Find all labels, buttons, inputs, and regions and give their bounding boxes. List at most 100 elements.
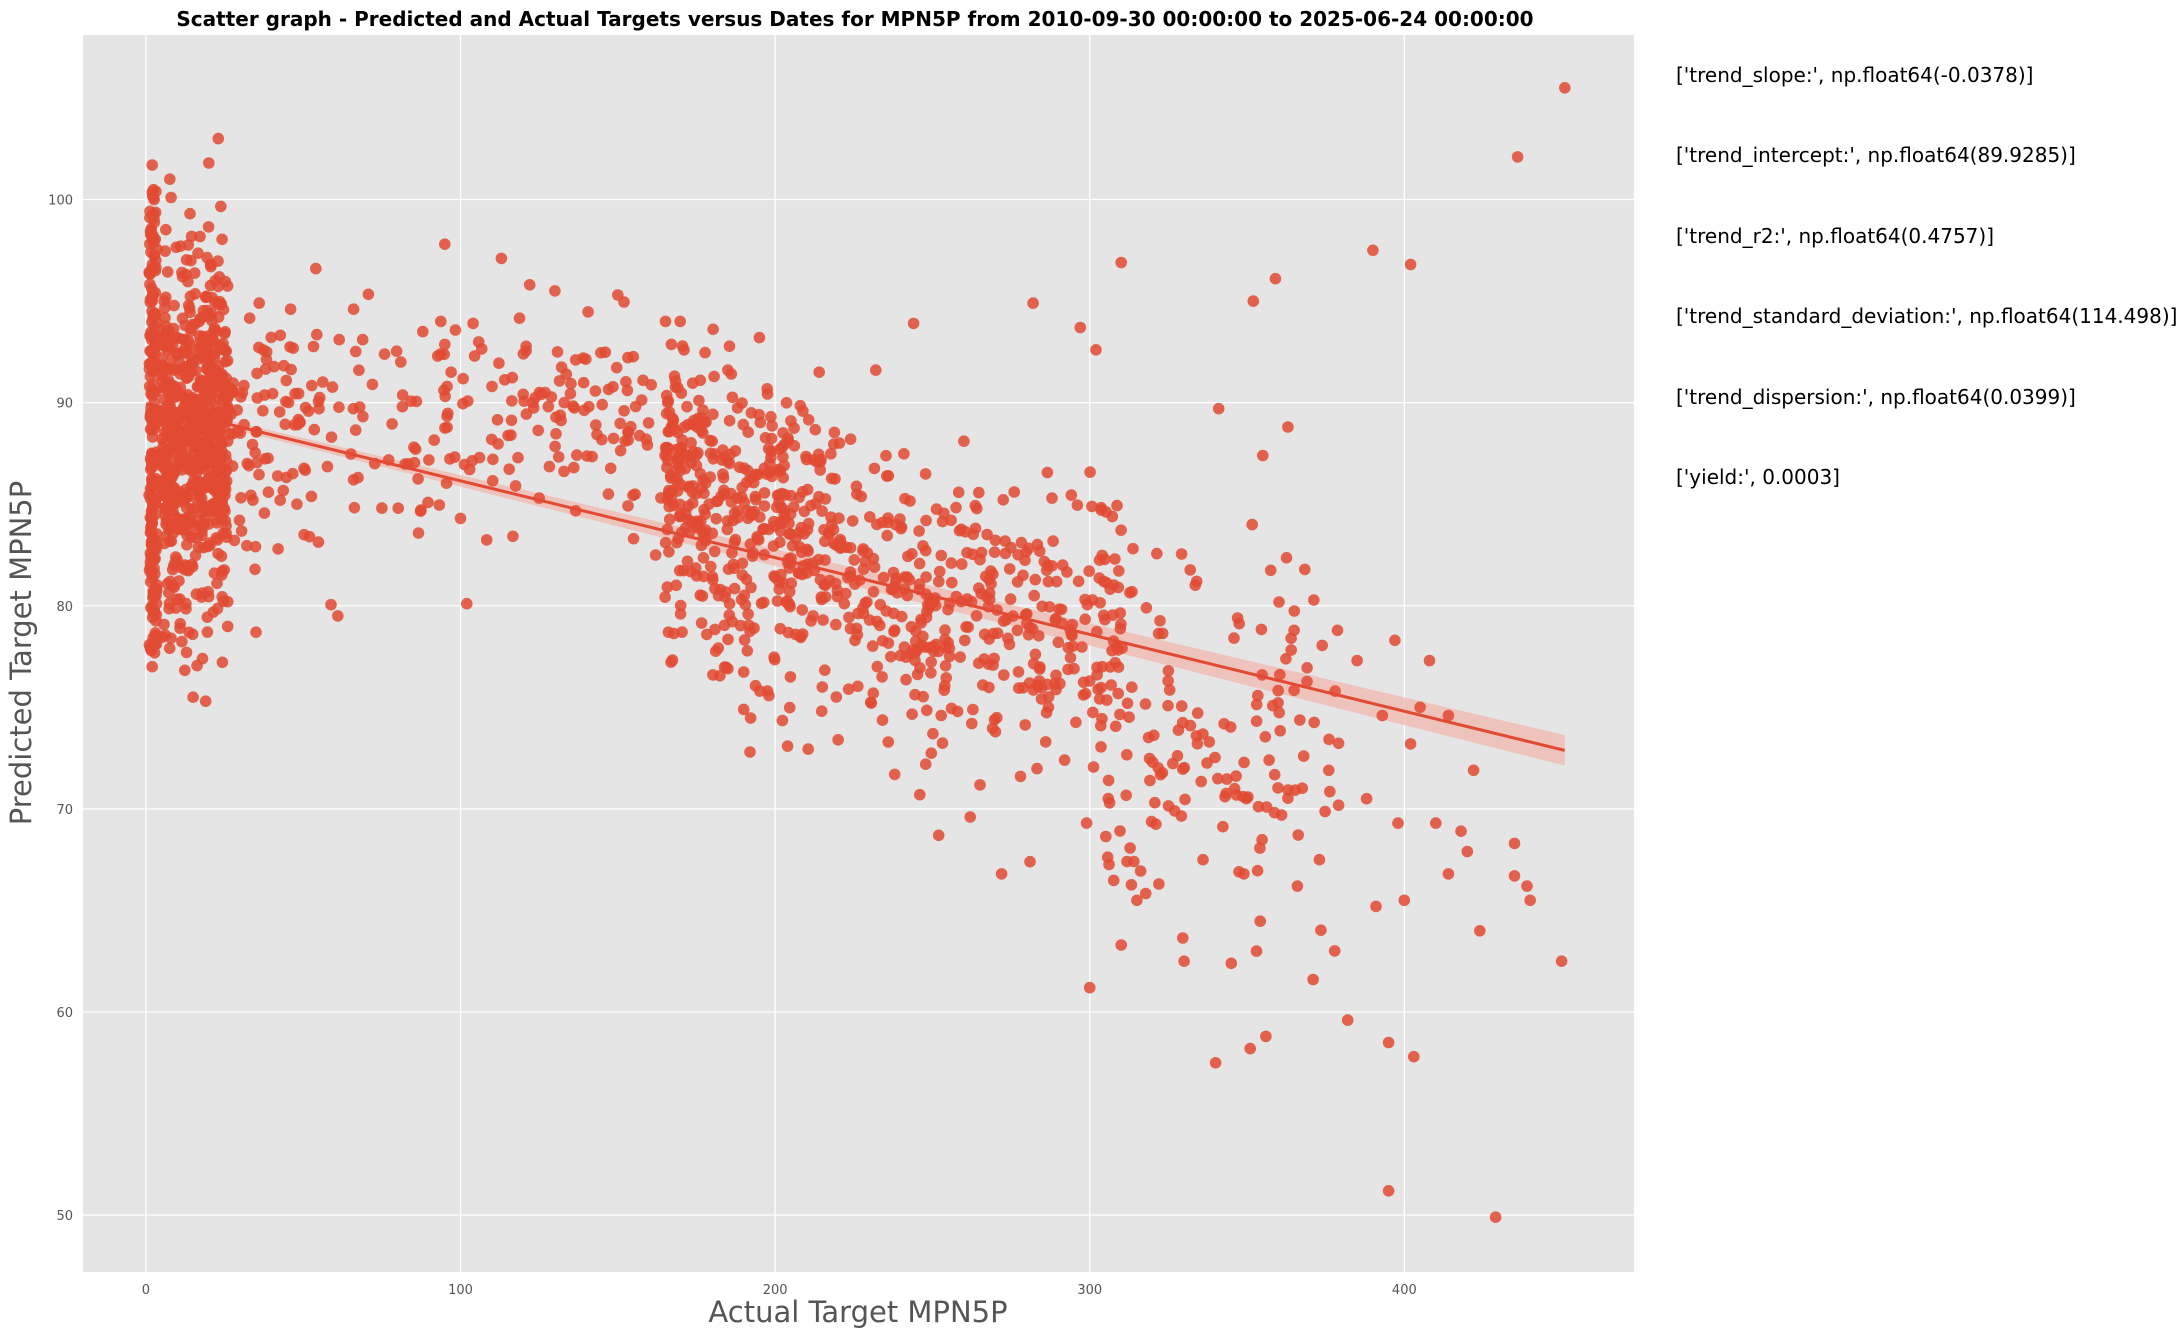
data-point [1285,644,1297,656]
data-point [533,386,546,399]
data-point [1324,785,1336,798]
data-point [306,379,318,392]
data-point [149,339,161,352]
data-point [1050,575,1063,588]
data-point [1126,681,1138,693]
data-point [235,525,248,537]
data-point [691,421,704,433]
data-point [1233,617,1245,630]
data-point [1076,641,1088,653]
data-point [580,353,592,366]
data-point [326,381,339,393]
data-point [148,423,160,435]
data-point [201,425,213,437]
data-point [1292,829,1304,841]
data-point [228,534,241,547]
data-point [838,597,851,610]
data-point [1177,932,1189,944]
data-point [362,288,375,301]
data-point [1225,957,1238,970]
data-point [768,520,781,532]
data-point [215,408,228,420]
data-point [1143,752,1156,765]
data-point [168,299,180,312]
data-point [144,526,157,539]
data-point [1408,1050,1420,1063]
data-point [757,596,770,609]
data-point [1250,715,1263,727]
data-point [1163,684,1176,696]
data-point [716,454,728,466]
data-point [938,507,950,520]
data-point [347,303,360,316]
data-point [392,502,405,514]
data-point [265,331,278,344]
data-point [1139,698,1152,710]
data-point [506,395,518,407]
data-point [215,200,227,213]
data-point [219,505,231,517]
data-point [1328,945,1341,957]
data-point [1008,486,1020,498]
data-point [199,695,212,707]
data-point [742,426,754,439]
data-point [935,709,947,722]
data-point [915,613,927,626]
data-point [145,483,158,496]
data-point [802,414,815,426]
data-point [523,279,536,291]
data-point [766,420,778,432]
data-point [723,340,736,353]
data-point [272,543,284,555]
data-point [468,350,481,362]
data-point [442,407,454,420]
data-point [1175,810,1188,822]
data-point [1218,718,1230,730]
data-point [663,425,675,438]
data-point [1288,624,1300,637]
data-point [728,582,741,595]
data-point [165,191,177,204]
data-point [472,336,485,348]
data-point [428,434,441,446]
data-point [927,727,939,740]
data-point [486,475,499,487]
data-point [1011,576,1024,588]
data-point [273,406,286,418]
data-point [933,565,946,578]
data-point [1153,878,1165,890]
data-point [1151,547,1163,560]
data-point [205,389,217,402]
data-point [753,331,766,344]
data-point [972,657,985,669]
data-point [180,646,193,659]
data-point [212,280,225,293]
data-point [1197,728,1209,740]
data-point [518,395,530,407]
data-point [185,230,198,243]
data-point [187,691,199,703]
y-tick-label: 90 [56,397,73,412]
data-point [1176,716,1189,729]
data-point [1167,757,1179,770]
data-point [221,620,234,633]
data-point [945,702,958,715]
x-tick-label: 0 [142,1283,150,1298]
data-point [145,538,158,550]
data-point [506,371,519,384]
data-point [1046,492,1058,504]
data-point [786,540,799,552]
data-point [503,463,515,476]
data-point [695,617,708,629]
data-point [417,325,429,338]
data-point [625,420,637,433]
data-point [708,370,720,383]
data-point [1100,830,1112,843]
data-point [158,485,171,497]
data-point [1307,973,1319,986]
data-point [543,460,556,473]
data-point [386,418,398,430]
data-point [747,476,760,489]
data-point [1508,870,1521,882]
data-point [348,501,361,514]
